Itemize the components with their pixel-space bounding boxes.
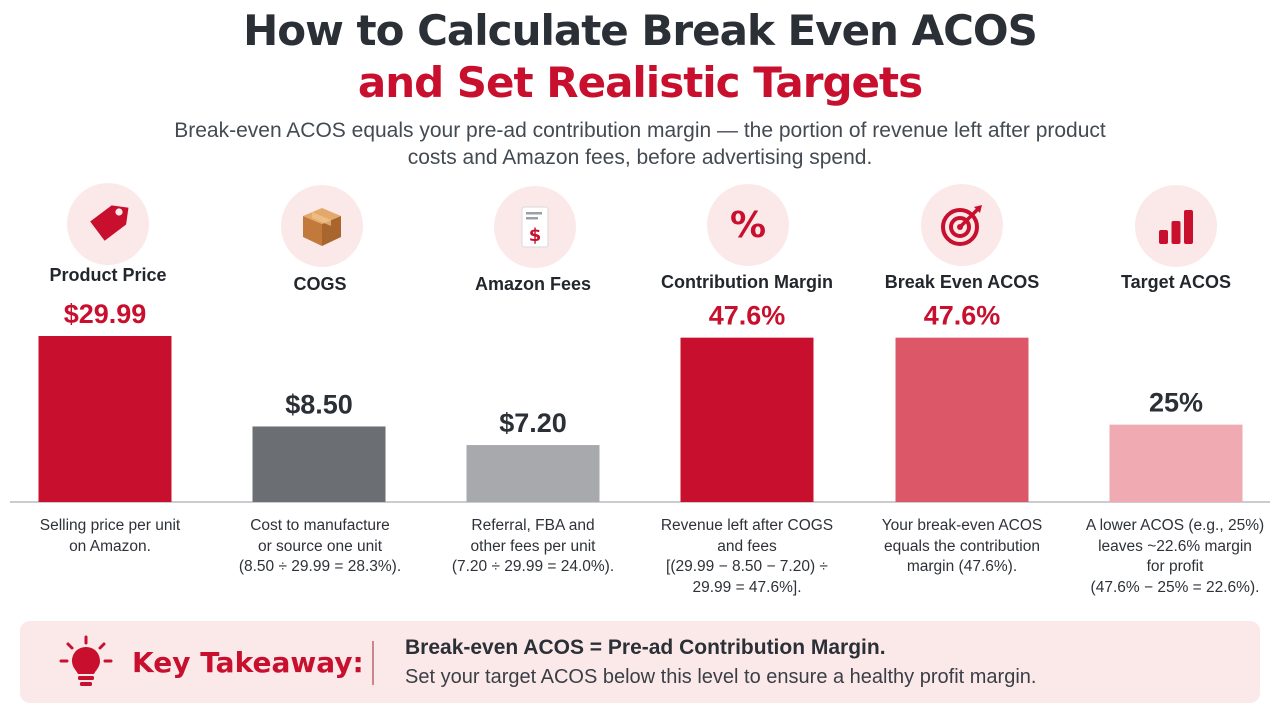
svg-text:%: % — [730, 205, 766, 246]
key-takeaway-panel: Key Takeaway: Break-even ACOS = Pre-ad C… — [20, 621, 1260, 703]
desc-line: (8.50 ÷ 29.99 = 28.3%). — [238, 558, 402, 575]
bar-product-price — [38, 336, 172, 502]
column-label-target-acos: Target ACOS — [1120, 272, 1231, 292]
subtitle: Break-even ACOS equals your pre-ad contr… — [140, 117, 1140, 171]
desc-line: 29.99 = 47.6%]. — [692, 578, 802, 596]
desc-line: for profit — [1146, 558, 1204, 575]
description-break-even-acos: Your break-even ACOS equals the contribu… — [862, 516, 1062, 578]
description-cogs: Cost to manufacture or source one unit (… — [220, 516, 420, 578]
divider — [372, 641, 374, 685]
bar-amazon-fees — [466, 445, 600, 502]
svg-text:$: $ — [529, 225, 542, 246]
desc-line: (7.20 ÷ 29.99 = 24.0%). — [451, 558, 615, 575]
desc-line: leaves ~22.6% margin — [1098, 537, 1252, 555]
key-takeaway-headline: Break-even ACOS = Pre-ad Contribution Ma… — [405, 636, 886, 659]
column-label-product-price: Product Price — [49, 265, 167, 285]
subtitle-line-1: Break-even ACOS equals your pre-ad contr… — [174, 119, 1106, 142]
desc-line: other fees per unit — [470, 537, 596, 555]
desc-line: margin (47.6%). — [906, 558, 1018, 575]
desc-line: Revenue left after COGS — [660, 517, 834, 534]
bar-value-label: $7.20 — [499, 408, 567, 438]
invoice-dollar-icon: $ — [494, 186, 576, 268]
bar-value-label: 47.6% — [709, 301, 786, 331]
percent-icon: % — [707, 184, 789, 266]
target-icon — [921, 184, 1003, 266]
desc-line: (47.6% − 25% = 22.6%). — [1090, 578, 1260, 596]
bar-value-label: 25% — [1149, 388, 1203, 418]
bar-contribution-margin — [680, 337, 814, 502]
description-target-acos: A lower ACOS (e.g., 25%) leaves ~22.6% m… — [1075, 516, 1275, 598]
bar-value-label: $29.99 — [64, 299, 147, 329]
desc-line: and fees — [717, 537, 777, 555]
bar-break-even-acos — [895, 337, 1029, 502]
key-takeaway-detail: Set your target ACOS below this level to… — [405, 666, 1037, 688]
column-label-cogs: COGS — [293, 274, 347, 294]
price-tag-icon — [67, 183, 149, 265]
description-amazon-fees: Referral, FBA and other fees per unit (7… — [433, 516, 633, 578]
desc-line: Your break-even ACOS — [881, 517, 1043, 534]
desc-line: A lower ACOS (e.g., 25%) — [1085, 517, 1265, 534]
description-contribution-margin: Revenue left after COGS and fees [(29.99… — [647, 516, 847, 598]
column-label-contribution-margin: Contribution Margin — [661, 272, 833, 292]
lightbulb-icon — [59, 635, 113, 686]
desc-line: equals the contribution — [884, 537, 1040, 555]
desc-line: Cost to manufacture — [250, 517, 390, 534]
desc-line: on Amazon. — [69, 537, 151, 555]
bar-chart-icon — [1135, 185, 1217, 267]
cardboard-box-icon — [281, 185, 363, 267]
description-product-price: Selling price per unit on Amazon. — [10, 516, 210, 557]
column-label-amazon-fees: Amazon Fees — [474, 274, 592, 294]
bar-chart: $29.99 $8.50 $7.20 47.6% 47.6% 25% — [10, 299, 1270, 503]
desc-line: or source one unit — [257, 537, 383, 555]
desc-line: Selling price per unit — [39, 517, 181, 534]
desc-line: [(29.99 − 8.50 − 7.20) ÷ — [666, 558, 828, 575]
key-takeaway-label: Key Takeaway: — [132, 646, 364, 679]
subtitle-line-2: costs and Amazon fees, before advertisin… — [407, 146, 873, 169]
desc-line: Referral, FBA and — [471, 517, 595, 534]
bar-cogs — [252, 426, 386, 502]
bar-target-acos — [1109, 424, 1243, 502]
page-title: How to Calculate Break Even ACOS — [243, 6, 1038, 55]
page-title-highlight: and Set Realistic Targets — [357, 58, 923, 107]
bar-value-label: 47.6% — [924, 301, 1001, 331]
column-label-break-even-acos: Break Even ACOS — [884, 272, 1040, 292]
bar-value-label: $8.50 — [285, 389, 353, 419]
